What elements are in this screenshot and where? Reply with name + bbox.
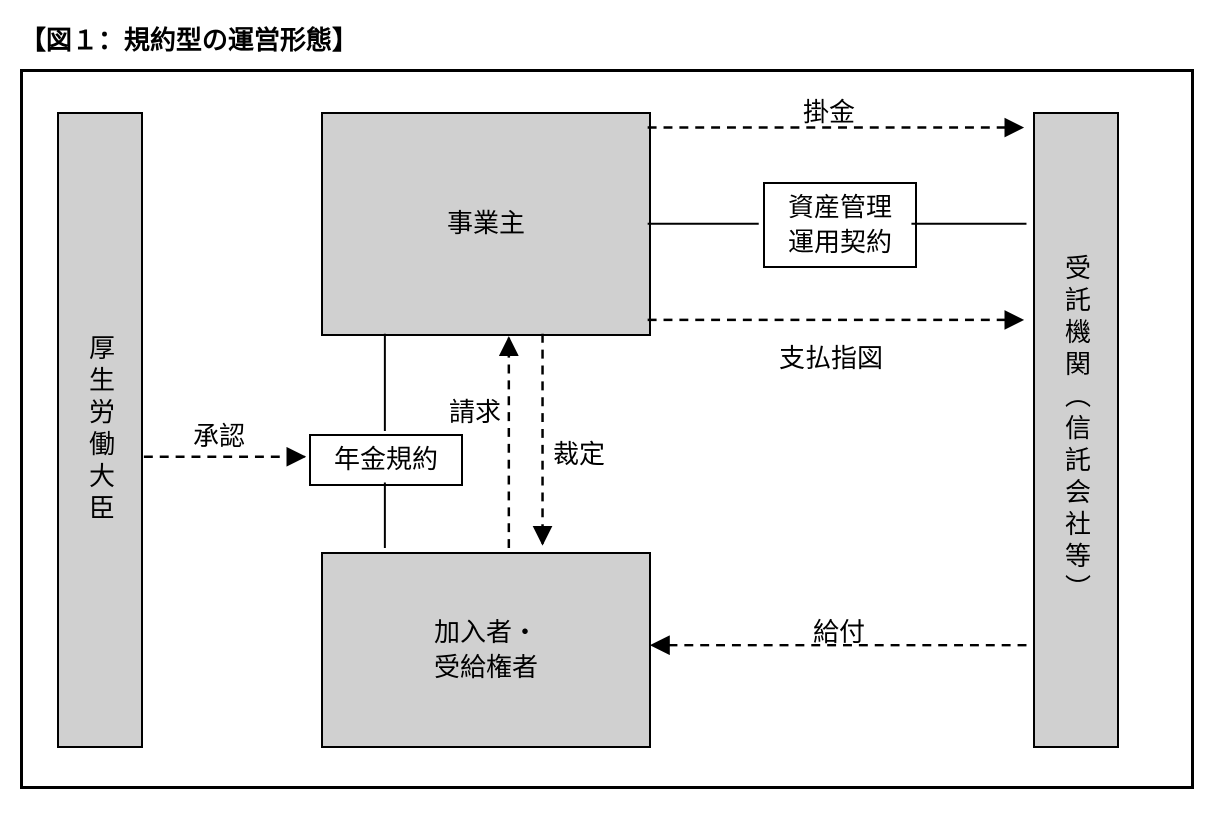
figure-title: 【図１：規約型の運営形態】: [20, 20, 1194, 57]
diagram-frame: 厚生労働大臣 事業主 加入者・ 受給権者 受託機関（信託会社等） 年金規約 資産…: [20, 69, 1194, 789]
node-trustee: 受託機関（信託会社等）: [1033, 112, 1119, 748]
label-kakekin: 掛金: [803, 92, 855, 129]
label-saitei: 裁定: [553, 434, 605, 471]
node-kanri-label: 資産管理 運用契約: [788, 190, 892, 260]
node-kiyaku: 年金規約: [309, 434, 463, 486]
node-trustee-label: 受託機関（信託会社等）: [1058, 254, 1093, 606]
node-member-label: 加入者・ 受給権者: [434, 615, 538, 685]
node-member: 加入者・ 受給権者: [321, 552, 651, 748]
node-employer: 事業主: [321, 112, 651, 336]
node-kanri: 資産管理 運用契約: [763, 182, 917, 268]
node-minister-label: 厚生労働大臣: [82, 334, 117, 526]
label-seikyu: 請求: [449, 392, 501, 429]
node-employer-label: 事業主: [447, 206, 525, 241]
label-kyufu: 給付: [813, 612, 865, 649]
label-shonin: 承認: [193, 416, 245, 453]
node-kiyaku-label: 年金規約: [334, 442, 438, 477]
node-minister: 厚生労働大臣: [57, 112, 143, 748]
label-shiharai: 支払指図: [779, 338, 883, 375]
